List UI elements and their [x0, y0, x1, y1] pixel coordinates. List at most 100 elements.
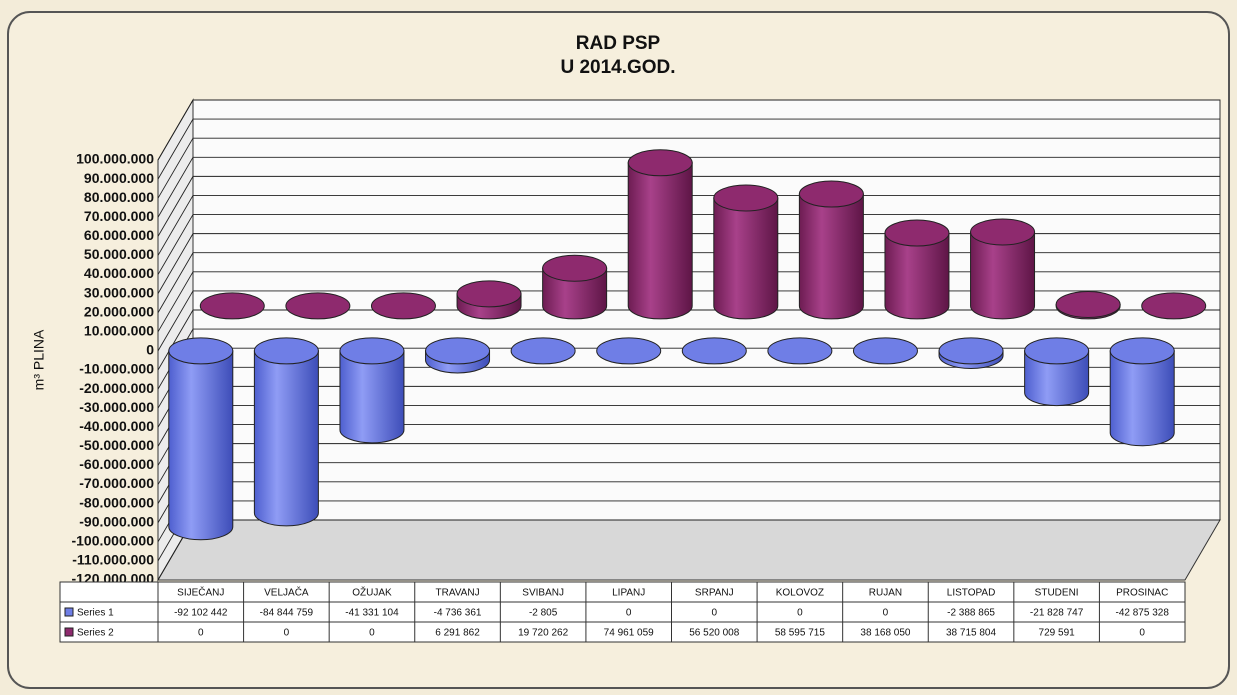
cylinder-top [510, 337, 576, 365]
grid-line [157, 271, 1220, 333]
cylinder [370, 292, 436, 320]
cylinder-top [627, 149, 693, 177]
category-label: SIJEČANJ [177, 586, 224, 599]
data-table-value: 74 961 059 [604, 628, 654, 639]
cylinder-body [627, 162, 693, 320]
floor [157, 519, 1221, 581]
cylinder [199, 292, 265, 320]
cylinder-body [798, 193, 864, 320]
legend-label: Series 1 [77, 608, 114, 619]
data-table-value: -42 875 328 [1116, 608, 1170, 619]
data-table-value: 0 [369, 628, 375, 639]
cylinder-top [852, 337, 918, 365]
cylinder-top [884, 219, 950, 247]
grid-line [157, 290, 1220, 352]
grid-line [157, 99, 1220, 161]
y-tick-label: 90.000.000 [84, 170, 154, 186]
category-label: SVIBANJ [522, 588, 564, 599]
grid-line [157, 156, 1220, 218]
cylinder [596, 337, 662, 365]
cylinder-top [456, 280, 522, 308]
data-table-value: 0 [1139, 628, 1145, 639]
chart-subtitle: U 2014.GOD. [560, 57, 675, 78]
cylinder-top [596, 337, 662, 365]
grid-line [157, 214, 1220, 275]
cylinder-top [339, 337, 405, 365]
cylinder [938, 337, 1004, 369]
cylinder [1055, 291, 1121, 320]
data-table-value: 0 [883, 608, 889, 619]
data-table-value: -2 805 [529, 608, 558, 619]
cylinder-top [199, 292, 265, 320]
y-tick-label: 100.000.000 [76, 151, 154, 167]
cylinder [253, 337, 319, 527]
cylinder-top [425, 337, 491, 365]
data-table-value: 729 591 [1039, 628, 1076, 639]
data-table-value: -84 844 759 [260, 608, 314, 619]
category-label: RUJAN [869, 588, 902, 599]
cylinder-top [168, 337, 234, 365]
cylinder [852, 337, 918, 365]
y-tick-label: -70.000.000 [79, 475, 154, 491]
data-table-value: -41 331 104 [345, 608, 399, 619]
cylinder [510, 337, 576, 365]
y-tick-label: 10.000.000 [84, 323, 154, 339]
data-table-value: -2 388 865 [947, 608, 995, 619]
y-tick-label: 0 [146, 342, 154, 358]
cylinder [970, 218, 1036, 320]
cylinder-body [339, 350, 405, 444]
cylinder [713, 184, 779, 320]
grid-line [157, 252, 1220, 313]
y-tick-label: 20.000.000 [84, 303, 154, 319]
cylinder [1109, 337, 1175, 447]
cylinder-top [253, 337, 319, 365]
cylinder-top [1024, 337, 1090, 365]
category-label: OŽUJAK [352, 586, 392, 599]
cylinder-top [798, 180, 864, 208]
y-tick-label: 50.000.000 [84, 246, 154, 262]
data-table-value: 0 [626, 608, 632, 619]
category-label: PROSINAC [1116, 588, 1168, 599]
data-table-value: 0 [284, 628, 290, 639]
cylinder-top [767, 337, 833, 365]
cylinder [767, 337, 833, 365]
cylinder-top [285, 292, 351, 320]
grid-line [157, 195, 1220, 256]
y-axis-label: m³ PLINA [31, 329, 47, 390]
category-label: SRPANJ [695, 588, 734, 599]
cylinder [542, 254, 608, 320]
cylinder-top [938, 337, 1004, 365]
cylinder-top [1141, 292, 1207, 320]
cylinder-body [168, 350, 234, 541]
grid-line [157, 175, 1220, 237]
cylinder-body [884, 232, 950, 320]
cylinder-top [970, 218, 1036, 246]
data-table-value: 19 720 262 [518, 628, 568, 639]
category-label: LISTOPAD [947, 588, 996, 599]
cylinder [285, 292, 351, 320]
cylinder-top [713, 184, 779, 212]
cylinder [798, 180, 864, 320]
chart-title: RAD PSP [576, 33, 661, 54]
y-tick-label: 30.000.000 [84, 284, 154, 300]
data-table-value: -92 102 442 [174, 608, 228, 619]
data-table-value: 58 595 715 [775, 628, 825, 639]
cylinder-body [253, 350, 319, 527]
y-tick-label: -60.000.000 [79, 456, 154, 472]
y-tick-label: 80.000.000 [84, 189, 154, 205]
category-label: LIPANJ [612, 588, 645, 599]
grid-line [157, 233, 1220, 294]
data-table-value: 0 [198, 628, 204, 639]
cylinder [627, 149, 693, 320]
cylinder-body [970, 231, 1036, 320]
cylinder-body [542, 267, 608, 320]
y-tick-label: -30.000.000 [79, 399, 154, 415]
cylinder-top [1055, 291, 1121, 319]
data-table-value: 0 [797, 608, 803, 619]
y-tick-label: -10.000.000 [79, 361, 154, 377]
y-tick-label: -90.000.000 [79, 513, 154, 529]
cylinder [1141, 292, 1207, 320]
data-table-value: 38 168 050 [860, 628, 910, 639]
y-tick-label: -100.000.000 [71, 533, 154, 549]
